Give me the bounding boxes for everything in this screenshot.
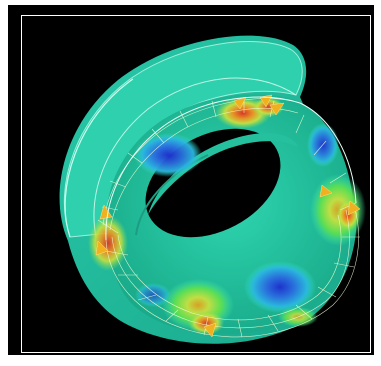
fea-ring-model: [59, 35, 366, 344]
load-arrows: [95, 94, 361, 338]
mesh-wireframe: [97, 97, 360, 338]
fea-graphics-viewport[interactable]: [8, 5, 374, 355]
bore-rim-edge: [105, 96, 357, 241]
